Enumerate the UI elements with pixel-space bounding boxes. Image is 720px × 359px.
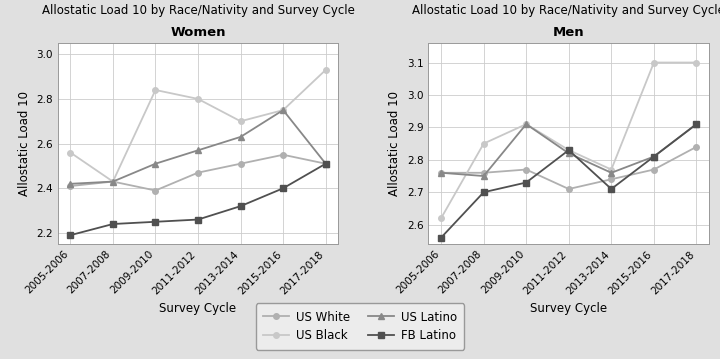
US Black bbox=[279, 108, 287, 112]
FB Latino bbox=[109, 222, 117, 226]
Line: FB Latino: FB Latino bbox=[438, 121, 699, 241]
US Latino bbox=[437, 171, 446, 175]
US Latino bbox=[649, 154, 658, 159]
FB Latino bbox=[279, 186, 287, 190]
US Black bbox=[607, 167, 616, 172]
US Black bbox=[437, 216, 446, 220]
X-axis label: Survey Cycle: Survey Cycle bbox=[159, 302, 237, 314]
Line: US Black: US Black bbox=[438, 60, 699, 221]
US Latino bbox=[480, 174, 488, 178]
Line: US White: US White bbox=[438, 144, 699, 192]
US Latino bbox=[236, 135, 245, 139]
US Latino bbox=[151, 162, 160, 166]
FB Latino bbox=[607, 187, 616, 191]
US Black bbox=[692, 60, 701, 65]
FB Latino bbox=[480, 190, 488, 194]
FB Latino bbox=[321, 162, 330, 166]
FB Latino bbox=[236, 204, 245, 208]
US White bbox=[522, 167, 531, 172]
Line: US Latino: US Latino bbox=[438, 121, 699, 179]
US Black bbox=[321, 68, 330, 72]
FB Latino bbox=[151, 220, 160, 224]
US White bbox=[321, 162, 330, 166]
Line: FB Latino: FB Latino bbox=[68, 161, 328, 238]
US Latino bbox=[607, 171, 616, 175]
FB Latino bbox=[692, 122, 701, 126]
US Latino bbox=[194, 148, 202, 153]
US White bbox=[607, 177, 616, 181]
Text: Allostatic Load 10 by Race/Nativity and Survey Cycle: Allostatic Load 10 by Race/Nativity and … bbox=[42, 4, 354, 17]
US White bbox=[692, 145, 701, 149]
US White bbox=[194, 171, 202, 175]
Legend: US White, US Black, US Latino, FB Latino: US White, US Black, US Latino, FB Latino bbox=[256, 303, 464, 350]
US White bbox=[279, 153, 287, 157]
US White bbox=[649, 167, 658, 172]
US Black bbox=[522, 122, 531, 126]
US Latino bbox=[522, 122, 531, 126]
US White bbox=[109, 180, 117, 184]
US White bbox=[151, 188, 160, 193]
US Latino bbox=[564, 151, 573, 155]
FB Latino bbox=[649, 154, 658, 159]
US Black bbox=[109, 180, 117, 184]
US Black bbox=[66, 150, 75, 155]
US White bbox=[480, 171, 488, 175]
US Black bbox=[649, 60, 658, 65]
US White bbox=[564, 187, 573, 191]
US Latino bbox=[321, 162, 330, 166]
Text: Women: Women bbox=[171, 26, 226, 39]
US Black bbox=[564, 148, 573, 152]
US White bbox=[236, 162, 245, 166]
Line: US Latino: US Latino bbox=[68, 107, 328, 187]
FB Latino bbox=[437, 236, 446, 240]
US Black bbox=[480, 141, 488, 146]
US Latino bbox=[66, 182, 75, 186]
FB Latino bbox=[194, 218, 202, 222]
US Black bbox=[151, 88, 160, 92]
Text: Allostatic Load 10 by Race/Nativity and Survey Cycle: Allostatic Load 10 by Race/Nativity and … bbox=[413, 4, 720, 17]
US Latino bbox=[692, 122, 701, 126]
Text: Men: Men bbox=[553, 26, 585, 39]
FB Latino bbox=[522, 180, 531, 185]
US Latino bbox=[109, 180, 117, 184]
US Black bbox=[236, 119, 245, 123]
US Latino bbox=[279, 108, 287, 112]
US Black bbox=[194, 97, 202, 101]
Line: US Black: US Black bbox=[68, 67, 328, 185]
FB Latino bbox=[564, 148, 573, 152]
US White bbox=[66, 184, 75, 188]
Y-axis label: Allostatic Load 10: Allostatic Load 10 bbox=[388, 91, 401, 196]
Y-axis label: Allostatic Load 10: Allostatic Load 10 bbox=[17, 91, 30, 196]
X-axis label: Survey Cycle: Survey Cycle bbox=[530, 302, 608, 314]
Line: US White: US White bbox=[68, 152, 328, 193]
US White bbox=[437, 171, 446, 175]
FB Latino bbox=[66, 233, 75, 237]
